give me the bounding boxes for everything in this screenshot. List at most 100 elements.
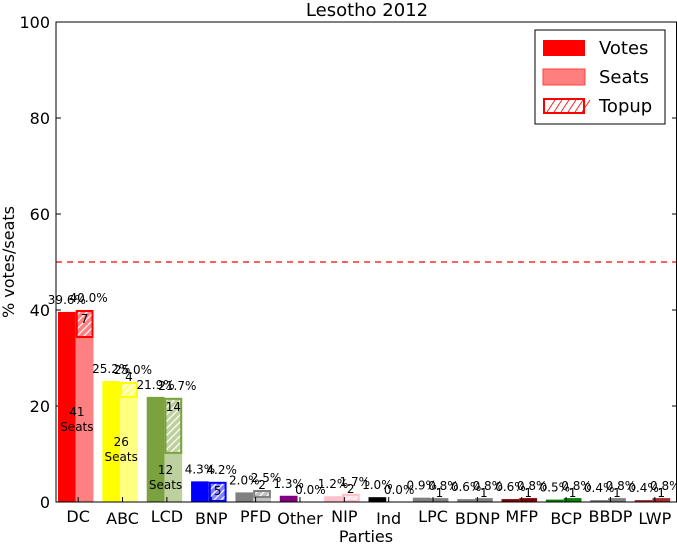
topup-outline [608,498,626,503]
plot-area: 02040608010039.6%40.0%741SeatsDC25.2%25.… [19,13,677,528]
x-tick-label: BCP [550,509,582,528]
x-tick-label: BNP [195,509,228,528]
seats-label: 0.8% [606,479,637,493]
seats-label: 2.5% [251,471,282,485]
seats-word-label: Seats [149,478,182,492]
votes-label: 4.3% [185,462,216,476]
topup-count-label: 4 [125,370,133,384]
seats-label: 0.0% [295,483,326,497]
y-tick-label: 20 [30,397,50,416]
legend-hatch-line [574,99,584,113]
legend-swatch-topup [543,98,585,114]
topup-hatch [120,382,138,398]
topup-outline [652,498,671,503]
topup-outline [208,481,227,502]
topup-outline [164,397,183,454]
votes-bar [146,396,165,502]
x-tick-label: PFD [240,507,271,526]
votes-label: 0.6% [495,480,526,494]
topup-count-label: 14 [166,400,181,414]
x-tick-label: MFP [505,507,538,526]
votes-bar [191,481,209,502]
seats-bar [164,453,183,502]
votes-bar [634,500,653,502]
legend-hatch-line [546,99,556,113]
topup-outline [430,498,449,503]
seats-label: 4.2% [206,463,237,477]
topup-hatch [208,481,227,502]
votes-label: 0.4% [628,481,659,495]
topup-count-label: 1 [569,486,577,500]
seats-bar [253,498,271,502]
topup-count-label: 1 [436,486,444,500]
seats-bar [120,398,138,502]
topup-count-label: 2 [258,478,266,492]
x-tick-label: LCD [151,507,183,526]
seats-label: 40.0% [70,291,108,305]
y-axis-label: % votes/seats [0,206,18,318]
votes-label: 0.4% [584,481,615,495]
votes-label: 0.9% [406,479,437,493]
seats-label: 0.8% [650,479,677,493]
votes-label: 0.6% [451,480,482,494]
legend-hatch-line [553,99,563,113]
chart-title: Lesotho 2012 [306,0,428,21]
x-tick-label: LPC [418,507,448,526]
topup-outline [474,498,493,503]
votes-bar [279,495,298,502]
seats-label: 25.0% [114,363,152,377]
votes-bar [457,499,475,502]
x-tick-label: Ind [376,509,401,528]
topup-count-label: 1 [657,486,665,500]
legend-swatch-seats [542,68,586,86]
topup-count-label: 1 [480,486,488,500]
seats-label: 0.8% [561,479,592,493]
seats-label: 0.8% [473,479,504,493]
y-tick-label: 100 [19,13,50,32]
topup-count-label: 2 [347,482,355,496]
topup-count-label: 1 [524,486,532,500]
votes-bar [501,499,520,502]
legend-hatch-line [560,99,570,113]
votes-label: 1.0% [362,478,393,492]
y-tick-label: 40 [30,301,50,320]
legend-label: Votes [599,38,648,59]
votes-bar [545,499,564,502]
seats-label: 21.7% [158,379,196,393]
y-tick-label: 80 [30,109,50,128]
legend-label: Seats [599,67,649,88]
votes-bar [58,311,76,502]
topup-outline [519,498,538,503]
seats-label: 0.0% [384,483,415,497]
votes-label: 25.2% [92,362,130,376]
topup-count-label: 7 [81,312,89,326]
seats-bar [75,338,94,502]
x-tick-label: ABC [106,509,139,528]
votes-bar [235,492,254,502]
votes-bar [102,381,121,502]
topup-outline [120,382,138,398]
topup-hatch [253,490,271,498]
topup-hatch [75,310,94,338]
seats-label: 0.8% [428,479,459,493]
votes-bar [324,496,342,502]
topup-count-label: 1 [613,486,621,500]
votes-label: 39.6% [48,293,86,307]
constituency-count-label: 26 [114,435,129,449]
votes-bar [412,497,431,502]
legend-swatch-votes [543,40,585,56]
constituency-count-label: 12 [158,463,173,477]
votes-label: 1.2% [318,477,349,491]
x-axis-label: Parties [339,527,393,544]
legend-hatch-line [567,99,577,113]
votes-label: 2.0% [229,473,260,487]
votes-label: 1.3% [273,477,304,491]
x-tick-label: BDNP [455,509,500,528]
votes-bar [590,500,609,502]
y-tick-label: 0 [40,493,50,512]
seats-label: 1.7% [340,475,371,489]
legend-label: Topup [598,96,652,117]
topup-outline [341,493,360,502]
y-tick-label: 60 [30,205,50,224]
